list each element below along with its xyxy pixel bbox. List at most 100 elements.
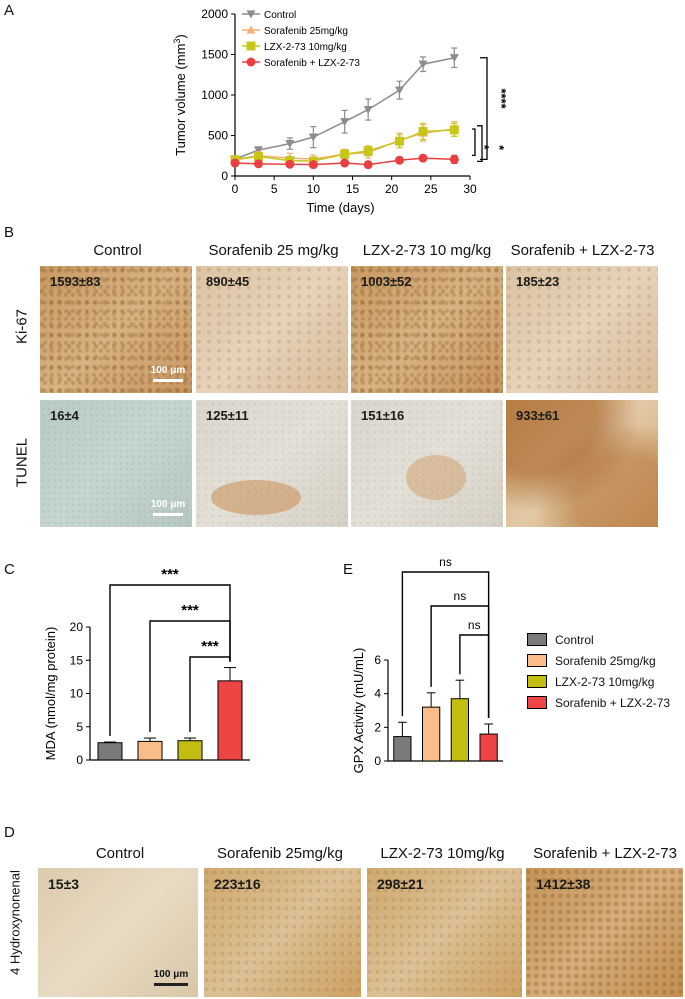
legend-label: LZX-2-73 10mg/kg <box>264 42 347 53</box>
bar-3 <box>479 733 498 762</box>
x-tick-label: 20 <box>385 182 399 196</box>
y-tick-label: 1000 <box>201 88 228 102</box>
bar-3 <box>217 680 243 761</box>
x-tick-label: 0 <box>232 182 239 196</box>
d-image-control: 15±3 100 μm <box>38 868 198 997</box>
data-point <box>285 159 295 169</box>
panel-letter-b: B <box>4 224 15 241</box>
data-point <box>340 118 350 127</box>
tumor-volume-chart: 0 500 1000 1500 2000 0 5 10 15 20 25 30 Time (days) T… <box>172 7 509 215</box>
b-scale-label-ki67: 100 μm <box>150 365 186 376</box>
y-tick-label: 0 <box>221 169 228 183</box>
significance-bracket <box>149 620 231 733</box>
y-axis-label: MDA (nmol/mg protein) <box>43 627 58 761</box>
data-point <box>449 154 459 164</box>
x-tick-label: 25 <box>424 182 438 196</box>
gpx-bar-chart: 0 2 4 6 GPX Activity (mU/mL) ns ns ns <box>351 555 503 773</box>
significance-bracket <box>189 656 231 733</box>
data-point <box>363 105 373 115</box>
b-image-tunel-lzx: 151±16 <box>351 400 503 527</box>
legend-marker <box>246 25 256 34</box>
bar-2 <box>177 740 203 761</box>
data-point <box>395 86 404 95</box>
panel-letter-d: D <box>4 824 15 841</box>
legend-label: Sorafenib + LZX-2-73 <box>264 58 360 69</box>
b-image-tunel-combo: 933±61 <box>506 400 658 527</box>
panel-letter-e: E <box>343 561 354 578</box>
b-count-tunel-sorafenib: 125±11 <box>206 408 249 423</box>
b-count-ki67-combo: 185±23 <box>516 274 560 289</box>
data-point <box>395 136 404 146</box>
significance-label: * <box>492 145 507 151</box>
b-count-ki67-sorafenib: 890±45 <box>206 274 250 289</box>
y-tick-label: 10 <box>70 687 84 701</box>
legend-item: Sorafenib + LZX-2-73 <box>527 692 685 713</box>
bar-1 <box>137 740 163 761</box>
data-point <box>363 160 373 170</box>
d-col-head-control: Control <box>95 845 145 862</box>
data-point <box>308 160 318 170</box>
y-tick-label: 0 <box>76 753 83 767</box>
data-point <box>340 158 350 168</box>
d-col-head-lzx: LZX-2-73 10mg/kg <box>380 845 505 862</box>
b-count-ki67-control: 1593±83 <box>50 274 101 289</box>
d-scale-bar <box>154 983 188 986</box>
data-point <box>308 133 318 142</box>
b-count-tunel-lzx: 151±16 <box>361 408 405 423</box>
panel-letter-a: A <box>4 2 15 19</box>
mda-bar-chart: 0 5 10 15 20 MDA (nmol/mg protein) *** *** *** <box>43 566 250 767</box>
b-col-head-lzx: LZX-2-73 10 mg/kg <box>362 242 492 259</box>
significance-label: *** <box>161 566 179 583</box>
legend-marker <box>246 57 256 67</box>
legend-swatch <box>527 675 547 688</box>
legend-label: LZX-2-73 10mg/kg <box>555 674 655 689</box>
b-row-label-tunel: TUNEL <box>13 437 31 488</box>
b-scale-label-tunel: 100 μm <box>150 499 186 510</box>
data-point <box>418 126 428 136</box>
b-col-head-sorafenib: Sorafenib 25 mg/kg <box>208 242 339 259</box>
bracket-control-vs-combo <box>480 57 488 161</box>
d-image-combo: 1412±38 <box>526 868 683 997</box>
legend-marker <box>246 41 256 51</box>
b-count-tunel-combo: 933±61 <box>516 408 560 423</box>
bar-2 <box>450 698 469 762</box>
b-col-head-combo: Sorafenib + LZX-2-73 <box>510 242 655 259</box>
legend-label: Sorafenib + LZX-2-73 <box>555 695 671 710</box>
data-point <box>363 146 373 156</box>
y-tick-label: 6 <box>374 653 381 667</box>
d-col-head-sorafenib: Sorafenib 25mg/kg <box>217 845 343 862</box>
significance-bracket <box>459 634 490 718</box>
data-point <box>449 125 459 135</box>
data-point <box>418 153 428 163</box>
b-image-tunel-sorafenib: 125±11 <box>196 400 348 527</box>
y-tick-label: 4 <box>374 687 381 701</box>
b-image-ki67-sorafenib: 890±45 <box>196 266 348 393</box>
b-scale-bar-tunel <box>153 513 183 516</box>
b-stain-region <box>406 455 466 500</box>
y-axis-label: GPX Activity (mU/mL) <box>351 648 366 774</box>
b-image-ki67-lzx: 1003±52 <box>351 266 503 393</box>
legend-label: Sorafenib 25mg/kg <box>555 653 656 668</box>
bar-1 <box>422 706 441 762</box>
legend-label: Sorafenib 25mg/kg <box>264 26 348 37</box>
y-tick-label: 0 <box>374 754 381 768</box>
x-tick-label: 5 <box>271 182 278 196</box>
legend-marker <box>246 10 256 19</box>
y-tick-label: 15 <box>70 653 84 667</box>
legend-swatch <box>527 696 547 709</box>
legend-swatch <box>527 633 547 646</box>
x-axis-label: Time (days) <box>306 200 374 215</box>
d-scale-label: 100 μm <box>153 969 189 980</box>
legend-label: Control <box>264 10 296 21</box>
y-axis-label: Tumor volume (mm3) <box>172 34 188 156</box>
legend-item: Control <box>527 629 685 650</box>
series-line-0 <box>234 57 455 160</box>
b-count-ki67-lzx: 1003±52 <box>361 274 412 289</box>
b-image-ki67-control: 1593±83 100 μm <box>40 266 192 393</box>
data-point <box>285 140 295 149</box>
significance-bracket <box>109 584 231 737</box>
data-point <box>230 158 240 168</box>
d-count-control: 15±3 <box>48 876 80 892</box>
significance-bracket <box>401 571 490 718</box>
significance-label: ns <box>468 618 481 632</box>
